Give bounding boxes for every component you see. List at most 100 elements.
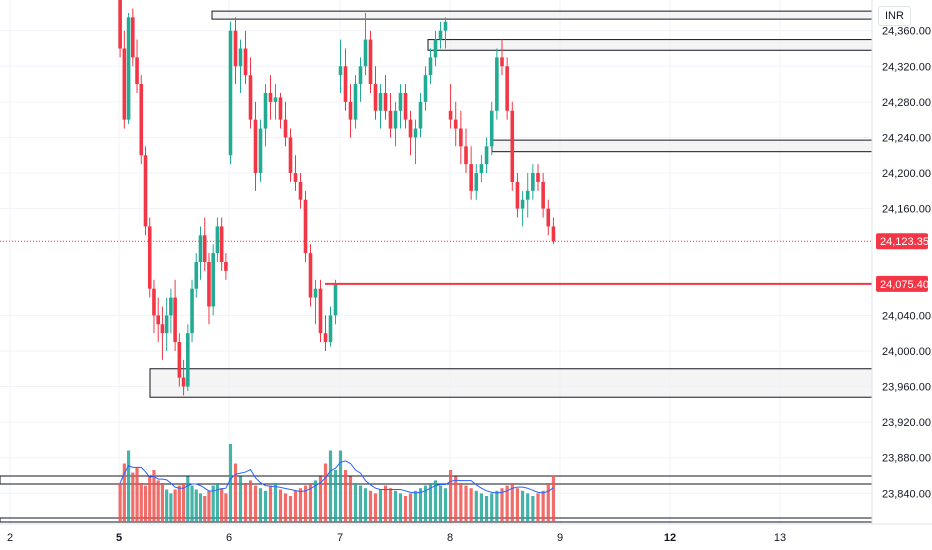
- candle-body: [393, 110, 398, 129]
- candle-body: [211, 253, 215, 307]
- candle-body: [433, 39, 438, 58]
- volume-bar: [152, 470, 156, 522]
- volume-bar: [194, 489, 198, 522]
- volume-bar: [484, 496, 489, 522]
- currency-label[interactable]: INR: [878, 6, 911, 26]
- volume-bar: [358, 485, 363, 522]
- candle-body: [147, 226, 152, 289]
- volume-bar: [546, 483, 550, 522]
- volume-bar: [122, 463, 126, 522]
- candle-body: [156, 315, 160, 325]
- candle-body: [515, 181, 520, 209]
- time-tick-label: 9: [557, 532, 563, 544]
- candle-body: [202, 235, 207, 262]
- candle-body: [118, 0, 122, 49]
- volume-bar: [551, 475, 556, 522]
- candle-body: [243, 48, 248, 76]
- candle-body: [398, 92, 403, 111]
- candle-body: [313, 288, 318, 298]
- volume-bar: [181, 483, 186, 522]
- candle-body: [263, 92, 268, 129]
- candle-body: [338, 66, 343, 76]
- candle-body: [288, 137, 293, 174]
- candle-body: [368, 39, 373, 85]
- volume-bar: [479, 493, 484, 522]
- volume-bar: [413, 490, 418, 522]
- level-price-badge: [876, 275, 928, 292]
- level-price-text: 24,075.40: [880, 279, 929, 291]
- candle-body: [139, 84, 144, 156]
- volume-bar: [203, 496, 207, 522]
- volume-bar: [353, 483, 358, 522]
- current-price-badge: [876, 233, 928, 250]
- volume-bar: [258, 488, 263, 522]
- volume-bar: [423, 485, 428, 522]
- price-axis[interactable]: 24,360.00 24,320.00 24,280.00 24,240.00 24,2…: [882, 26, 931, 501]
- volume-bar: [308, 483, 313, 522]
- candle-body: [258, 128, 263, 174]
- volume-bar: [490, 493, 494, 522]
- candle-body: [164, 315, 169, 334]
- volume-bar: [220, 488, 224, 522]
- candle-body: [248, 75, 253, 120]
- volume-bar: [169, 493, 173, 522]
- candle-body: [278, 97, 283, 120]
- candle-body: [253, 119, 258, 174]
- candle-body: [343, 66, 348, 102]
- candle-body: [505, 66, 509, 111]
- candle-body: [190, 288, 194, 334]
- volume-bar: [363, 488, 368, 522]
- candle-body: [510, 110, 515, 182]
- volume-bar: [186, 476, 190, 522]
- supply-demand-zones: [149, 10, 873, 398]
- candle-body: [541, 181, 545, 209]
- zone-box: [491, 139, 873, 153]
- candle-body: [423, 75, 428, 102]
- zone-box: [149, 368, 873, 398]
- volume-bar: [190, 485, 194, 522]
- volume-bar: [278, 489, 283, 522]
- candle-body: [160, 324, 165, 334]
- volume-bar: [510, 483, 514, 522]
- candle-body: [181, 377, 186, 387]
- candle-body: [131, 17, 135, 58]
- current-price-text: 24,123.35: [880, 236, 929, 248]
- candle-body: [428, 57, 433, 76]
- volume-bar: [398, 493, 403, 522]
- candle-body: [293, 173, 298, 182]
- candle-body: [198, 235, 203, 262]
- candle-body: [303, 199, 308, 254]
- candle-body: [464, 146, 468, 165]
- candle-body: [520, 199, 525, 209]
- volume-bar: [378, 489, 383, 522]
- volume-bar: [531, 496, 535, 522]
- candle-body: [333, 284, 338, 316]
- candle-body: [215, 226, 220, 254]
- candle-body: [298, 181, 303, 200]
- candle-body: [173, 297, 177, 343]
- time-axis[interactable]: 2 5 6 7 8 9 12 13: [7, 532, 786, 544]
- volume-bar: [207, 490, 211, 522]
- candle-body: [363, 39, 368, 67]
- volume-bar: [303, 485, 308, 522]
- time-tick-label: 13: [774, 532, 786, 544]
- time-tick-label: 7: [337, 532, 343, 544]
- volume-bar: [263, 490, 268, 522]
- volume-bar: [156, 480, 160, 522]
- time-tick-label: 2: [7, 532, 13, 544]
- volume-bar: [253, 485, 258, 522]
- candle-body: [479, 164, 484, 174]
- volume-bar: [198, 493, 203, 522]
- price-tick-label: 24,240.00: [882, 132, 931, 144]
- candle-body: [443, 21, 448, 31]
- candle-body: [489, 110, 494, 147]
- candle-body: [358, 66, 363, 85]
- volume-bar: [177, 485, 181, 522]
- time-tick-label: 6: [226, 532, 232, 544]
- volume-bar: [338, 450, 343, 522]
- candle-body: [194, 262, 199, 289]
- candle-body: [373, 84, 378, 111]
- volume-bar: [126, 450, 131, 522]
- candle-body: [536, 173, 540, 182]
